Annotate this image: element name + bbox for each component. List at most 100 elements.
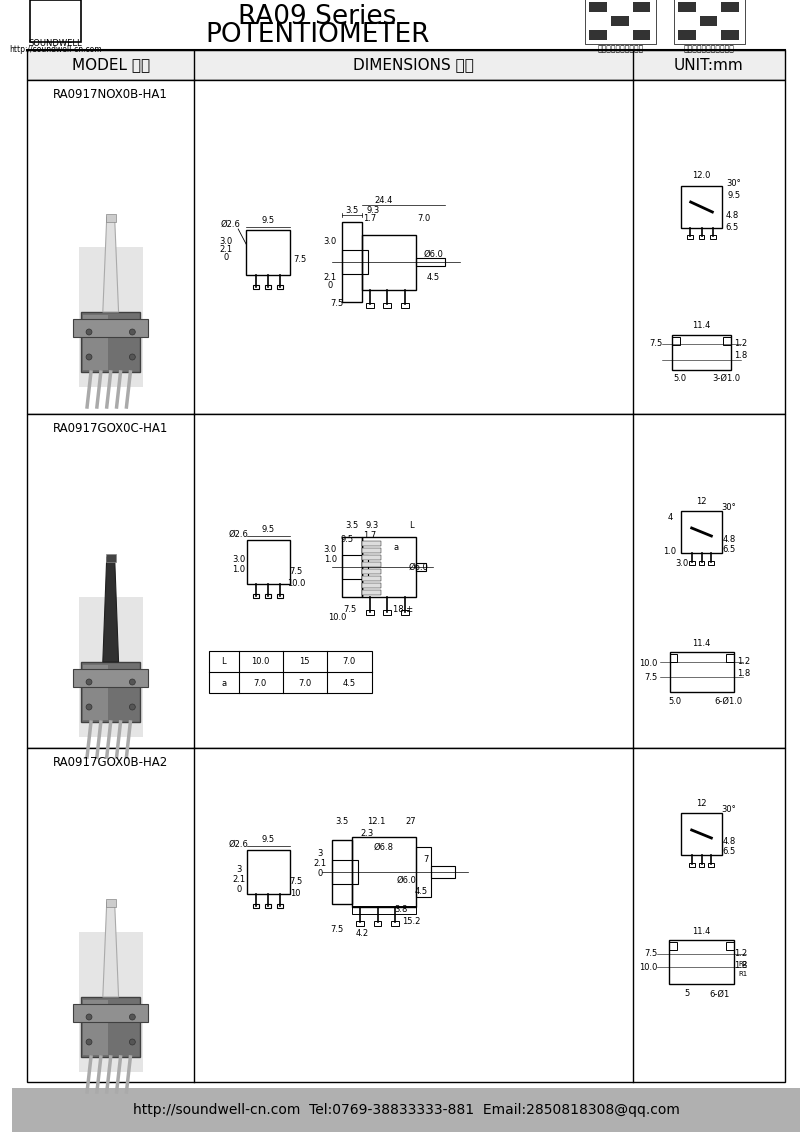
Text: 4.8: 4.8 — [722, 535, 736, 544]
Text: 7.5: 7.5 — [289, 567, 302, 576]
Circle shape — [86, 679, 92, 685]
Text: 12: 12 — [696, 497, 706, 506]
Text: 2.1: 2.1 — [324, 273, 337, 282]
Bar — [689, 561, 694, 565]
Bar — [266, 284, 271, 289]
Text: 9.5: 9.5 — [727, 190, 741, 199]
Text: 9.5: 9.5 — [262, 835, 275, 844]
Text: 0: 0 — [318, 869, 323, 878]
Text: 1.2: 1.2 — [734, 950, 747, 959]
Bar — [401, 610, 409, 615]
Text: 1.8: 1.8 — [737, 669, 750, 678]
Bar — [709, 561, 714, 565]
Text: R2: R2 — [738, 961, 747, 967]
Text: 27: 27 — [406, 817, 416, 826]
Text: 3.0: 3.0 — [232, 556, 246, 565]
Text: 3.0: 3.0 — [324, 544, 337, 554]
Text: 1.7: 1.7 — [363, 531, 376, 540]
Text: POTENTIOMETER: POTENTIOMETER — [206, 22, 430, 48]
Bar — [27, 50, 786, 80]
Bar — [710, 235, 716, 239]
Bar — [681, 511, 722, 554]
Bar — [246, 850, 290, 894]
Bar — [209, 651, 372, 693]
Bar — [678, 2, 696, 12]
Circle shape — [86, 1039, 92, 1045]
Text: 12: 12 — [696, 798, 706, 807]
Bar — [342, 555, 368, 578]
Text: RA0917GOX0B-HA2: RA0917GOX0B-HA2 — [53, 756, 168, 770]
Text: 1.2: 1.2 — [734, 340, 747, 349]
Text: 0: 0 — [236, 885, 242, 894]
Bar — [79, 597, 143, 737]
Bar — [277, 904, 283, 908]
Text: Ø2.6: Ø2.6 — [220, 220, 240, 229]
Text: 15.2: 15.2 — [402, 918, 420, 926]
Text: 1.8: 1.8 — [734, 960, 747, 969]
Text: Ø2.6: Ø2.6 — [229, 840, 249, 849]
Text: 2.1: 2.1 — [220, 246, 233, 255]
Text: 7.5: 7.5 — [649, 340, 662, 349]
Text: a: a — [394, 542, 399, 551]
Text: 6.5: 6.5 — [722, 546, 736, 555]
Bar — [723, 336, 731, 344]
Polygon shape — [103, 217, 118, 312]
Bar — [590, 2, 607, 12]
Bar — [332, 840, 352, 904]
Bar — [342, 222, 362, 302]
Text: 3.5: 3.5 — [346, 521, 358, 530]
Text: 3: 3 — [318, 849, 323, 858]
Circle shape — [130, 1039, 135, 1045]
Bar — [366, 610, 374, 615]
Bar — [12, 1088, 800, 1132]
Text: 30°: 30° — [722, 504, 737, 513]
Bar — [246, 540, 290, 584]
Bar — [74, 1004, 148, 1022]
Polygon shape — [103, 557, 118, 662]
Bar — [277, 594, 283, 598]
Text: 7.5: 7.5 — [330, 299, 344, 308]
Text: 4.2: 4.2 — [355, 929, 368, 938]
Bar — [106, 899, 116, 907]
Text: 7.0: 7.0 — [298, 678, 311, 687]
Text: 12.0: 12.0 — [692, 171, 710, 180]
Bar — [670, 654, 678, 662]
Bar — [362, 537, 416, 597]
Text: 1.0: 1.0 — [663, 548, 677, 557]
Circle shape — [86, 1014, 92, 1020]
Bar — [27, 414, 786, 748]
Bar — [83, 315, 108, 370]
Text: 4.5: 4.5 — [427, 273, 440, 282]
Bar — [30, 0, 81, 42]
Bar — [672, 334, 731, 369]
Text: 3.5: 3.5 — [346, 206, 358, 215]
Bar — [342, 250, 368, 274]
Text: 4.8: 4.8 — [726, 211, 738, 220]
Bar — [266, 904, 271, 908]
Text: 7.5: 7.5 — [645, 672, 658, 681]
Text: 1.0: 1.0 — [324, 555, 337, 564]
Bar — [254, 594, 259, 598]
Text: 7.0: 7.0 — [254, 678, 267, 687]
Text: 4.5: 4.5 — [342, 678, 355, 687]
Text: 1.7: 1.7 — [363, 214, 376, 223]
Text: 9.3: 9.3 — [365, 521, 378, 530]
Text: 11.4: 11.4 — [692, 321, 710, 331]
Bar — [681, 813, 722, 855]
Bar — [356, 921, 364, 926]
Text: 7.5: 7.5 — [294, 256, 307, 265]
Bar — [362, 234, 416, 290]
Text: 企业微信，扫码有惊喜: 企业微信，扫码有惊喜 — [598, 44, 644, 53]
Text: L: L — [222, 658, 226, 667]
Bar — [686, 235, 693, 239]
Bar — [74, 319, 148, 337]
Text: 15: 15 — [299, 658, 310, 667]
Bar — [352, 837, 416, 907]
Bar — [362, 541, 382, 546]
Bar — [81, 662, 140, 722]
Bar — [27, 80, 786, 414]
Text: 3.0: 3.0 — [675, 559, 689, 568]
Text: 3-Ø1.0: 3-Ø1.0 — [712, 374, 740, 383]
Text: 9.5: 9.5 — [262, 216, 275, 225]
Bar — [709, 863, 714, 867]
